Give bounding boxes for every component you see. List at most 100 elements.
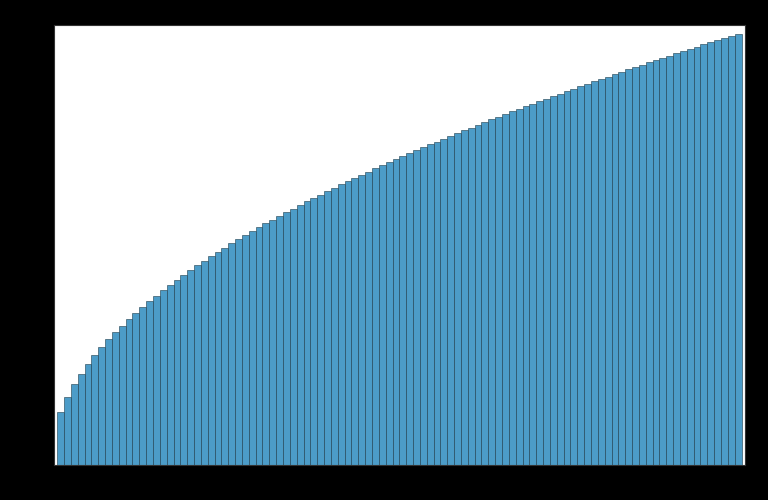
Bar — [290, 208, 296, 465]
Bar — [91, 355, 98, 465]
Bar — [571, 88, 578, 465]
Bar — [639, 65, 646, 465]
Bar — [119, 326, 126, 465]
Bar — [228, 244, 235, 465]
Bar — [126, 319, 132, 465]
Bar — [687, 49, 694, 465]
Bar — [721, 38, 728, 465]
Bar — [270, 220, 276, 465]
Bar — [557, 94, 564, 465]
Bar — [146, 301, 153, 465]
Bar — [578, 86, 584, 465]
Bar — [365, 172, 372, 465]
Bar — [78, 374, 84, 465]
Bar — [214, 252, 221, 465]
Bar — [112, 332, 119, 465]
Bar — [529, 104, 536, 465]
Bar — [632, 67, 639, 465]
Bar — [700, 44, 707, 465]
Bar — [522, 106, 529, 465]
Bar — [536, 101, 543, 465]
Bar — [564, 91, 571, 465]
Bar — [207, 256, 214, 465]
Bar — [139, 307, 146, 465]
Bar — [345, 181, 352, 465]
Bar — [550, 96, 557, 465]
Bar — [331, 188, 338, 465]
Bar — [543, 98, 550, 465]
Bar — [392, 159, 399, 465]
Bar — [488, 120, 495, 465]
Bar — [174, 280, 180, 465]
Bar — [618, 72, 625, 465]
Bar — [372, 168, 379, 465]
Bar — [482, 122, 488, 465]
Bar — [249, 232, 256, 465]
Bar — [673, 54, 680, 465]
Bar — [71, 384, 78, 465]
Bar — [461, 130, 468, 465]
Bar — [406, 153, 413, 465]
Bar — [167, 285, 174, 465]
Bar — [296, 205, 303, 465]
Bar — [413, 150, 420, 465]
Bar — [502, 114, 509, 465]
Bar — [646, 62, 653, 465]
Bar — [591, 82, 598, 465]
Bar — [359, 174, 365, 465]
Bar — [153, 296, 160, 465]
Bar — [386, 162, 392, 465]
Bar — [256, 228, 263, 465]
Bar — [338, 184, 345, 465]
Bar — [283, 212, 290, 465]
Bar — [728, 36, 735, 465]
Bar — [235, 240, 242, 465]
Bar — [454, 133, 461, 465]
Bar — [694, 46, 700, 465]
Bar — [714, 40, 721, 465]
Bar — [324, 191, 331, 465]
Bar — [242, 236, 249, 465]
Bar — [310, 198, 317, 465]
Bar — [653, 60, 660, 465]
Bar — [64, 397, 71, 465]
Bar — [180, 275, 187, 465]
Bar — [57, 412, 64, 465]
Bar — [475, 125, 482, 465]
Bar — [303, 202, 310, 465]
Bar — [584, 84, 591, 465]
Bar — [201, 261, 207, 465]
Bar — [221, 248, 228, 465]
Bar — [263, 224, 270, 465]
Bar — [187, 270, 194, 465]
Bar — [598, 79, 604, 465]
Bar — [132, 313, 139, 465]
Bar — [735, 34, 742, 465]
Bar — [105, 340, 112, 465]
Bar — [84, 364, 91, 465]
Bar — [509, 112, 515, 465]
Bar — [352, 178, 359, 465]
Bar — [434, 142, 440, 465]
Bar — [399, 156, 406, 465]
Bar — [468, 128, 475, 465]
Bar — [160, 290, 167, 465]
Bar — [427, 144, 434, 465]
Bar — [707, 42, 714, 465]
Bar — [611, 74, 618, 465]
Bar — [440, 138, 447, 465]
Bar — [194, 266, 201, 465]
Bar — [98, 347, 105, 465]
Bar — [420, 148, 427, 465]
Bar — [447, 136, 454, 465]
Bar — [495, 116, 502, 465]
Bar — [515, 109, 522, 465]
Bar — [625, 70, 632, 465]
Bar — [667, 56, 673, 465]
Bar — [660, 58, 667, 465]
Bar — [604, 76, 611, 465]
Bar — [680, 51, 687, 465]
Bar — [276, 216, 283, 465]
Bar — [379, 166, 386, 465]
Bar — [317, 194, 324, 465]
